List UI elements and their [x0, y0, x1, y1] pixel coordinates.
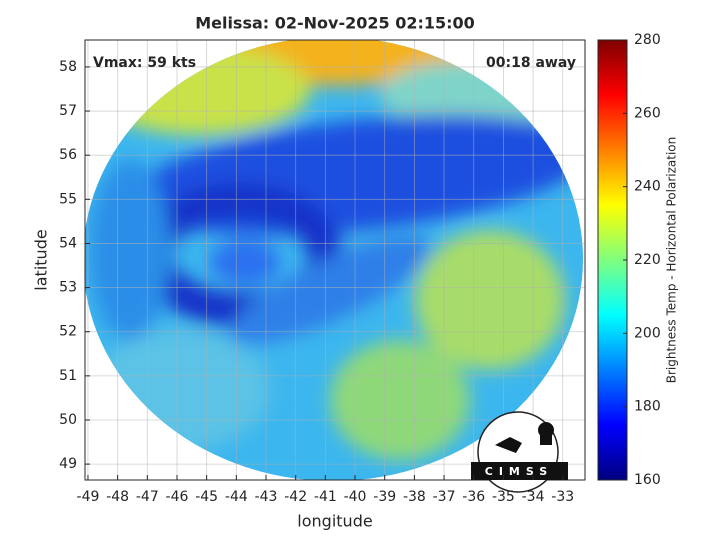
grid	[85, 40, 585, 480]
x-tick-label: -40	[344, 489, 367, 505]
colorbar-tick-label: 160	[634, 472, 661, 488]
x-tick-label: -35	[492, 489, 515, 505]
x-tick-label: -39	[373, 489, 396, 505]
x-tick-label: -34	[522, 489, 545, 505]
y-tick-label: 49	[59, 456, 77, 472]
y-tick-label: 52	[59, 324, 77, 340]
logo-icons	[495, 425, 552, 453]
x-tick-label: -47	[136, 489, 159, 505]
colorbar-tick-label: 240	[634, 179, 661, 195]
logo-band	[471, 462, 568, 480]
y-tick-label: 53	[59, 280, 77, 296]
annotation: Vmax: 59 kts	[93, 55, 196, 71]
x-tick-label: -36	[462, 489, 485, 505]
chart-title: Melissa: 02-Nov-2025 02:15:00	[195, 14, 475, 33]
y-tick-label: 58	[59, 59, 77, 75]
logo-text: CIMSS	[485, 465, 553, 478]
x-tick-label: -45	[195, 489, 218, 505]
x-tick-label: -38	[403, 489, 426, 505]
colorbar-tick-label: 200	[634, 325, 661, 341]
y-tick-label: 54	[59, 235, 77, 251]
x-tick-label: -49	[77, 489, 100, 505]
logo-tower	[538, 422, 554, 438]
x-tick-label: -48	[106, 489, 129, 505]
x-tick-label: -42	[284, 489, 307, 505]
y-tick-label: 55	[59, 191, 77, 207]
x-axis-label: longitude	[297, 512, 372, 531]
logo: CIMSS	[471, 411, 568, 493]
x-tick-label: -37	[433, 489, 456, 505]
y-axis-label: latitude	[32, 229, 51, 290]
axes-frame	[84, 39, 586, 481]
y-tick-label: 51	[59, 368, 77, 384]
y-tick-label: 57	[59, 103, 77, 119]
x-tick-label: -44	[225, 489, 248, 505]
colorbar-tick-label: 260	[634, 105, 661, 121]
colorbar	[597, 39, 628, 481]
colorbar-tick-label: 280	[634, 32, 661, 48]
y-tick-label: 56	[59, 147, 77, 163]
x-tick-label: -43	[255, 489, 278, 505]
x-tick-label: -33	[551, 489, 574, 505]
colorbar-tick-label: 220	[634, 252, 661, 268]
x-tick-label: -41	[314, 489, 337, 505]
x-tick-label: -46	[166, 489, 189, 505]
colorbar-label: Brightness Temp - Horizontal Polarizatio…	[665, 137, 679, 384]
annotation: 00:18 away	[486, 55, 576, 71]
y-tick-label: 50	[59, 412, 77, 428]
colorbar-tick-label: 180	[634, 399, 661, 415]
